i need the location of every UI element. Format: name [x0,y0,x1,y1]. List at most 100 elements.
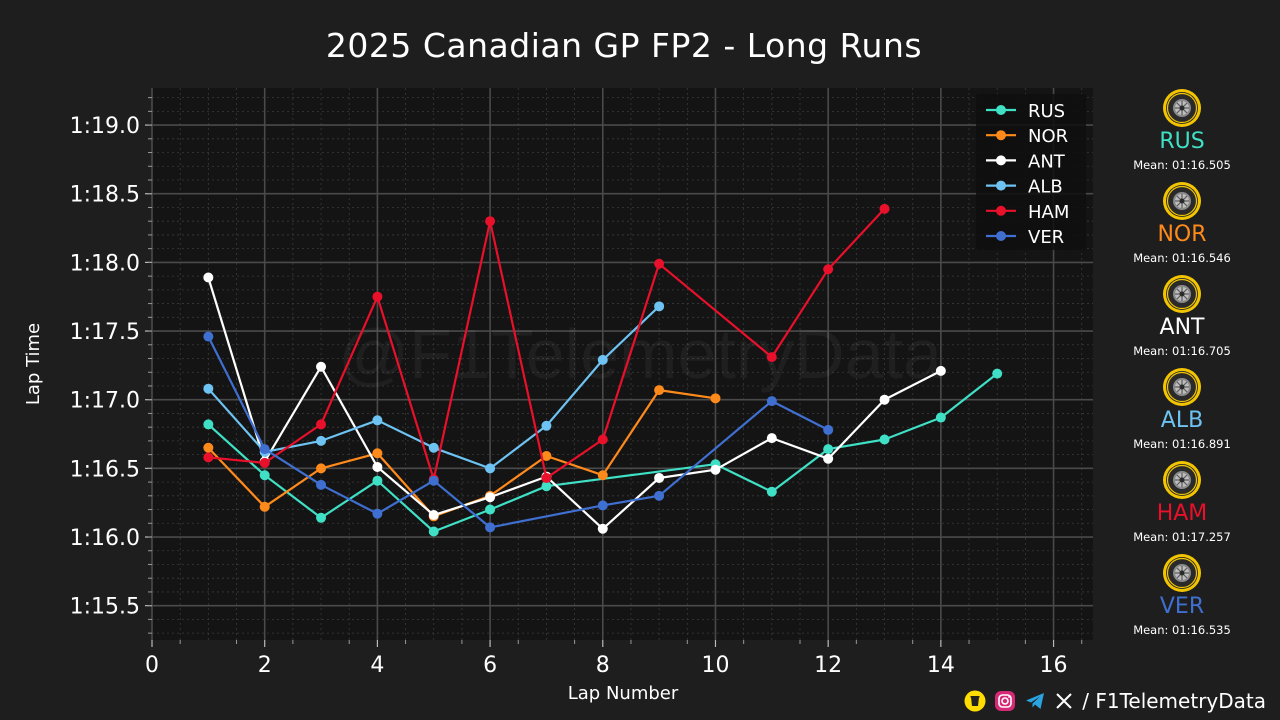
driver-mean-time: Mean: 01:16.891 [1133,437,1231,451]
data-point [541,472,552,483]
axes: 0 2 4 6 8 10 12 14 16 1:15.5 1:16.0 1:16.5 1:17.0 1:1… [70,97,1083,678]
legend-marker [996,130,1006,141]
legend-marker [996,205,1006,216]
instagram-icon[interactable] [994,690,1016,712]
legend-label: RUS [1028,101,1065,122]
data-point [541,481,552,492]
hard-tyre-icon [1162,553,1202,593]
data-point [203,442,214,453]
legend-marker [996,180,1006,191]
data-point [541,451,552,461]
data-point [935,365,946,376]
data-point [823,453,834,464]
y-tick-label: 1:18.5 [70,183,140,208]
y-tick-label: 1:17.5 [70,320,140,345]
data-point [372,508,383,519]
telegram-icon[interactable] [1024,690,1046,712]
data-point [316,419,327,430]
y-axis-label: Lap Time [23,323,44,405]
x-tick-label: 2 [258,653,272,678]
hard-tyre-icon [1162,367,1202,407]
data-point [823,444,834,455]
data-point [485,492,496,503]
data-point [766,486,777,497]
data-point [766,433,777,444]
driver-code: VER [1159,594,1205,619]
buymeacoffee-icon[interactable] [964,690,986,712]
data-point [485,522,496,533]
data-point [879,394,890,405]
x-axis-label: Lap Number [568,683,679,704]
data-point [654,490,665,501]
driver-card-ver: VER Mean: 01:16.535 [1112,553,1252,637]
data-point [372,291,383,302]
data-point [372,461,383,472]
series-line [207,336,829,529]
data-point [428,475,439,486]
data-point [203,383,214,394]
x-tick-label: 0 [145,653,159,678]
minor-grid [152,88,1093,640]
data-point [203,272,214,283]
x-icon[interactable] [1054,691,1074,711]
driver-code: ALB [1160,408,1204,433]
x-tick-label: 16 [1040,653,1068,678]
y-tick-label: 1:17.0 [70,389,140,414]
data-point [879,434,890,445]
hard-tyre-icon [1162,88,1202,128]
data-point [259,457,270,468]
driver-mean-time: Mean: 01:16.546 [1133,251,1231,265]
driver-mean-time: Mean: 01:16.705 [1133,344,1231,358]
driver-mean-time: Mean: 01:17.257 [1133,530,1231,544]
driver-card-ant: ANT Mean: 01:16.705 [1112,274,1252,358]
data-point [485,504,496,515]
driver-code: NOR [1157,222,1207,247]
legend-label: VER [1028,227,1064,248]
data-point [597,500,608,511]
driver-card-alb: ALB Mean: 01:16.891 [1112,367,1252,451]
x-tick-label: 12 [814,653,842,678]
legend: RUS NOR ANT ALB HAM VER [976,94,1086,250]
data-point [597,354,608,365]
data-point [597,470,608,481]
data-point [259,444,270,455]
data-point [316,463,327,474]
x-tick-label: 4 [370,653,384,678]
hard-tyre-icon [1162,460,1202,500]
driver-card-nor: NOR Mean: 01:16.546 [1112,181,1252,265]
series-line [207,277,942,530]
x-tick-label: 10 [701,653,729,678]
y-tick-label: 1:15.5 [70,595,140,620]
data-point [710,393,721,404]
data-point [372,448,383,459]
data-point [654,472,665,483]
data-point [654,258,665,269]
data-point [372,475,383,486]
series-line [208,208,886,481]
data-point [316,435,327,446]
driver-code: HAM [1156,501,1208,526]
y-tick-label: 1:16.5 [70,457,140,482]
legend-label: NOR [1028,126,1068,147]
y-tick-label: 1:16.0 [70,526,140,551]
driver-mean-time: Mean: 01:16.535 [1133,623,1231,637]
data-point [823,424,834,435]
x-tick-label: 8 [596,653,610,678]
data-point [879,203,890,214]
data-point [428,442,439,453]
legend-label: ALB [1028,177,1063,198]
driver-card-ham: HAM Mean: 01:17.257 [1112,460,1252,544]
data-point [316,479,327,490]
driver-card-rus: RUS Mean: 01:16.505 [1112,88,1252,172]
data-point [766,352,777,363]
data-point [654,301,665,312]
data-point [428,510,439,521]
series-layer [203,203,1003,537]
legend-label: ANT [1028,151,1066,172]
y-tick-label: 1:19.0 [70,114,140,139]
data-point [597,434,608,445]
social-handle[interactable]: / F1TelemetryData [1082,689,1266,713]
data-point [992,368,1003,379]
driver-mean-time: Mean: 01:16.505 [1133,158,1231,172]
legend-marker [996,231,1006,241]
